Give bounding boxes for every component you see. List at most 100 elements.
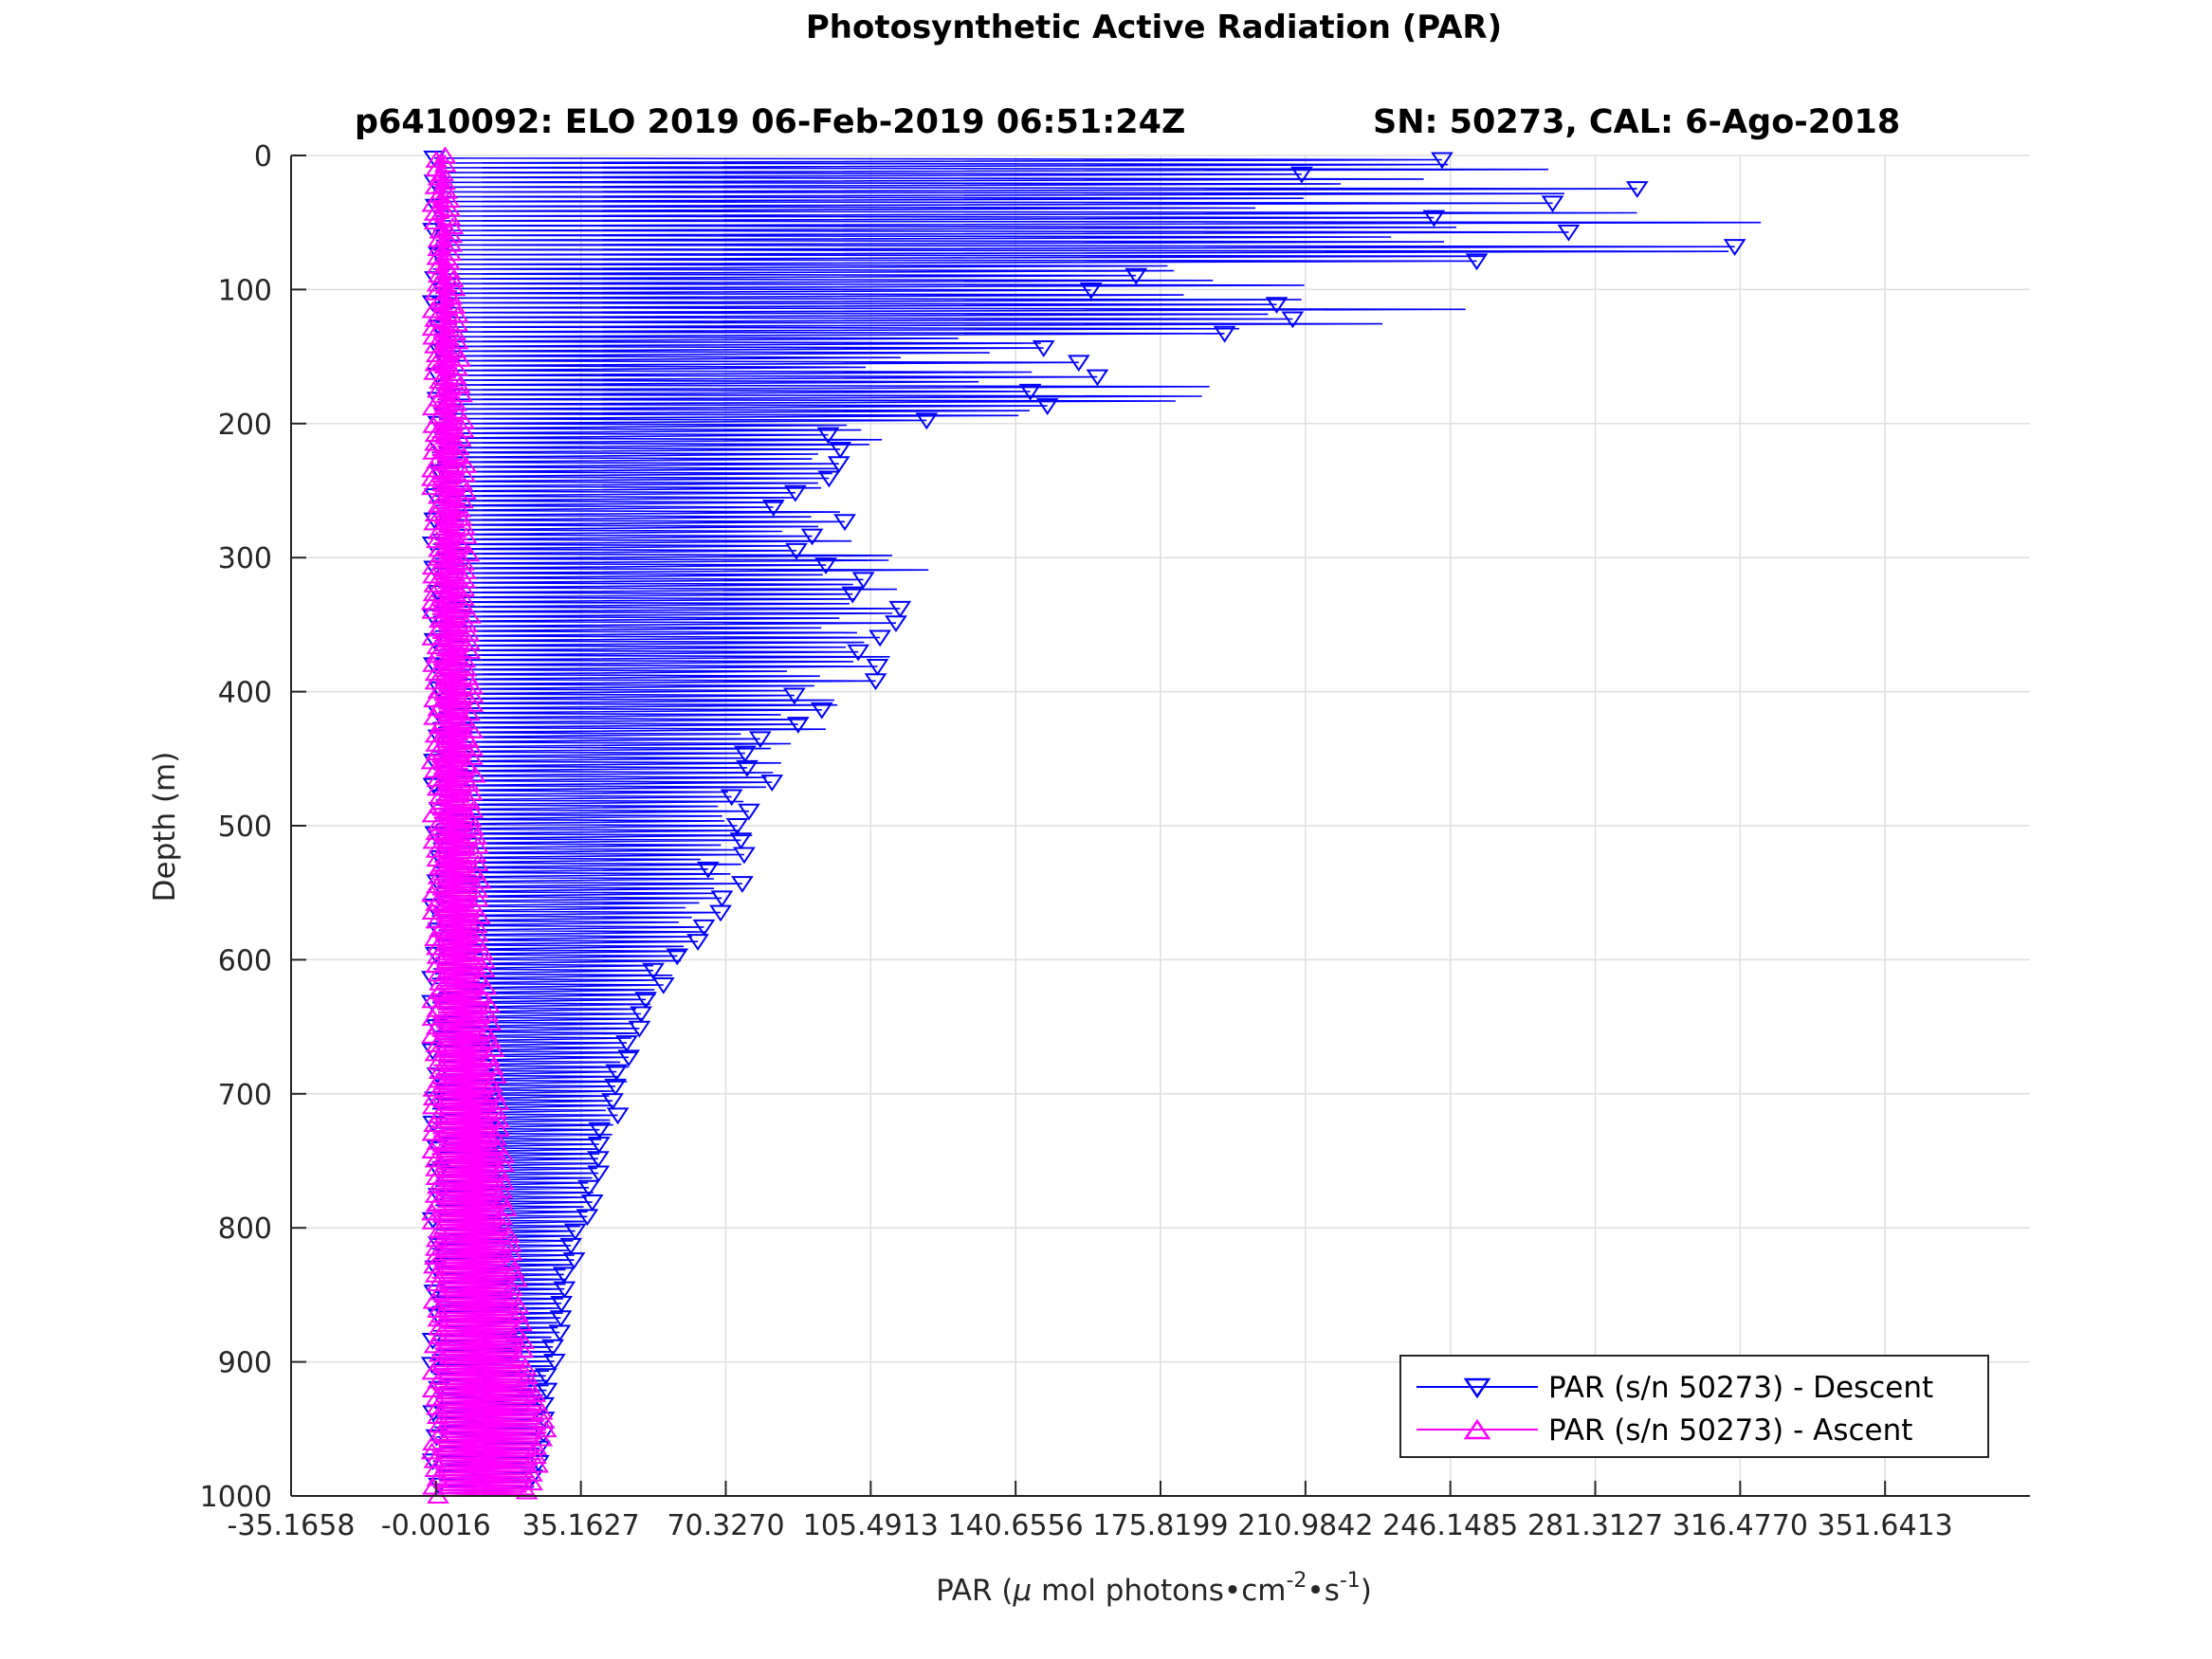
ascent-marker bbox=[428, 611, 451, 629]
descent-marker bbox=[1723, 239, 1746, 256]
ascent-marker bbox=[428, 1318, 451, 1336]
ascent-marker bbox=[481, 1057, 504, 1075]
descent-marker bbox=[1124, 267, 1148, 285]
ascent-marker bbox=[423, 707, 446, 725]
descent-marker bbox=[606, 1107, 630, 1125]
ascent-marker bbox=[424, 283, 448, 301]
x-tick-label: 210.9842 bbox=[1237, 1509, 1373, 1542]
descent-marker bbox=[1557, 224, 1581, 242]
descent-marker bbox=[1079, 282, 1103, 300]
ascent-marker bbox=[446, 358, 468, 376]
chart-title: Photosynthetic Active Radiation (PAR) bbox=[806, 9, 1502, 46]
ascent-marker bbox=[443, 279, 466, 297]
ascent-marker bbox=[423, 203, 447, 221]
ascent-marker bbox=[438, 199, 462, 217]
ascent-marker bbox=[428, 796, 451, 814]
descent-marker bbox=[1032, 340, 1055, 357]
descent-marker bbox=[634, 992, 657, 1010]
ascent-marker bbox=[484, 1128, 507, 1146]
descent-marker bbox=[577, 1179, 600, 1197]
ascent-marker bbox=[423, 574, 447, 592]
ascent-marker bbox=[426, 274, 449, 292]
ascent-marker bbox=[422, 831, 446, 849]
legend: PAR (s/n 50273) - Descent PAR (s/n 50273… bbox=[1399, 1355, 1989, 1458]
descent-marker bbox=[709, 904, 732, 922]
ascent-marker bbox=[454, 526, 478, 544]
ascent-marker bbox=[499, 1252, 521, 1269]
ascent-marker bbox=[428, 920, 451, 938]
descent-marker bbox=[810, 702, 833, 720]
x-tick-label: -35.1658 bbox=[228, 1509, 356, 1542]
descent-marker bbox=[827, 456, 850, 474]
ascent-marker bbox=[427, 1105, 450, 1123]
ascent-marker bbox=[454, 659, 478, 677]
ascent-marker bbox=[460, 783, 484, 801]
x-tick-label: 35.1627 bbox=[522, 1509, 640, 1542]
ascent-marker bbox=[422, 1088, 446, 1106]
ascent-marker bbox=[427, 813, 450, 831]
descent-marker bbox=[1465, 253, 1489, 271]
descent-marker bbox=[829, 441, 852, 459]
ascent-marker bbox=[427, 168, 450, 186]
y-tick-label: 400 bbox=[218, 677, 272, 710]
ascent-marker bbox=[452, 579, 476, 597]
ascent-marker bbox=[428, 1354, 451, 1372]
chart-subtitle-right: SN: 50273, CAL: 6-Ago-2018 bbox=[1373, 103, 1900, 141]
y-tick-labels: 0 100 200 300 400 500 600 700 800 900 1000 bbox=[200, 140, 272, 1514]
ascent-marker bbox=[425, 840, 448, 858]
ascent-marker bbox=[425, 1194, 448, 1212]
ascent-marker bbox=[421, 319, 445, 337]
y-tick-label: 500 bbox=[218, 811, 272, 844]
x-tick-labels: -35.1658 -0.0016 35.1627 70.3270 105.4913 140… bbox=[228, 1509, 1953, 1542]
ascent-marker bbox=[437, 191, 461, 208]
ascent-marker bbox=[423, 1450, 447, 1468]
ascent-marker bbox=[423, 1115, 446, 1133]
ascent-marker bbox=[445, 393, 467, 411]
ascent-marker bbox=[487, 1110, 510, 1128]
descent-marker bbox=[553, 1281, 576, 1299]
ascent-marker bbox=[423, 690, 446, 708]
descent-marker bbox=[1035, 398, 1059, 415]
ascent-marker bbox=[448, 536, 472, 553]
ascent-marker bbox=[506, 1305, 530, 1322]
ascent-marker bbox=[428, 717, 451, 735]
descent-marker bbox=[692, 919, 716, 937]
ascent-marker bbox=[450, 473, 474, 491]
descent-marker bbox=[605, 1064, 629, 1082]
x-tick-label: 316.4770 bbox=[1673, 1509, 1808, 1542]
ascent-marker bbox=[427, 964, 450, 982]
ascent-marker bbox=[480, 1075, 503, 1093]
ascent-marker bbox=[420, 460, 444, 478]
ascent-marker bbox=[511, 1340, 535, 1358]
ascent-marker bbox=[426, 946, 449, 964]
ascent-marker bbox=[487, 1120, 511, 1137]
x-tick-label: 351.6413 bbox=[1818, 1509, 1953, 1542]
descent-marker bbox=[559, 1237, 583, 1255]
ascent-marker bbox=[453, 650, 477, 668]
descent-marker bbox=[552, 1267, 576, 1285]
ascent-marker bbox=[421, 1097, 445, 1115]
ascent-marker bbox=[421, 557, 445, 575]
ascent-marker bbox=[426, 778, 449, 796]
ascent-marker bbox=[428, 858, 451, 876]
ascent-marker bbox=[425, 823, 448, 841]
ascent-marker bbox=[425, 1389, 448, 1407]
ascent-marker bbox=[429, 973, 451, 991]
ascent-marker bbox=[427, 1301, 449, 1319]
ascent-marker bbox=[423, 362, 447, 380]
ascent-marker bbox=[421, 805, 445, 823]
ascent-marker bbox=[421, 1009, 445, 1027]
ascent-marker bbox=[424, 1460, 448, 1477]
ascent-marker bbox=[424, 929, 447, 947]
ascent-marker bbox=[499, 1234, 522, 1252]
descent-marker bbox=[541, 1339, 564, 1357]
ascent-marker bbox=[427, 186, 450, 204]
ascent-marker bbox=[426, 849, 449, 867]
ascent-marker bbox=[504, 1269, 528, 1287]
descent-marker bbox=[841, 586, 865, 604]
ascent-marker bbox=[510, 1314, 533, 1332]
ascent-marker bbox=[421, 628, 445, 646]
ascent-marker bbox=[500, 1243, 523, 1261]
ascent-marker bbox=[425, 345, 448, 363]
ascent-marker bbox=[464, 765, 486, 783]
